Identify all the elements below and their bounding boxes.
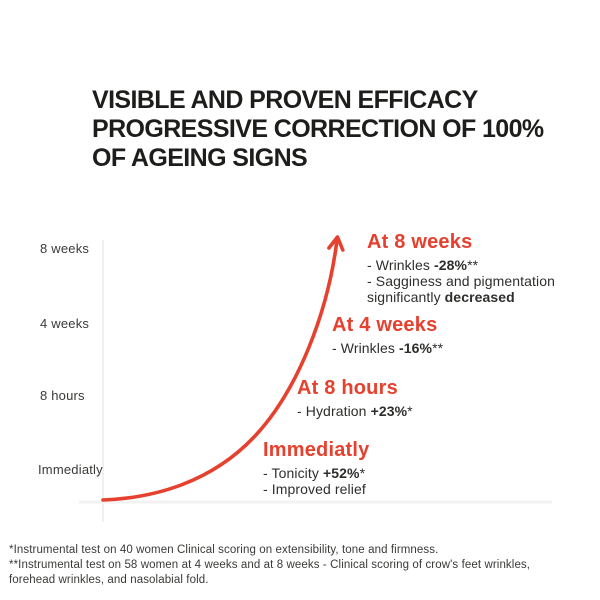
y-axis-label-8-weeks: 8 weeks [40,241,90,256]
y-axis-label-8-hours: 8 hours [40,388,85,403]
annotation-body: - Tonicity +52%* - Improved relief [263,465,369,497]
y-axis-label-4-weeks: 4 weeks [40,316,90,331]
footnote-1: *Instrumental test on 40 women Clinical … [9,544,439,556]
annotation-body: - Wrinkles -16%** [332,340,443,356]
annotation-4-weeks: At 4 weeks - Wrinkles -16%** [332,314,443,356]
footnotes: *Instrumental test on 40 women Clinical … [9,543,593,589]
page-title-line-2: PROGRESSIVE CORRECTION OF 100% [92,115,544,143]
annotation-8-weeks: At 8 weeks - Wrinkles -28%** - Sagginess … [367,231,555,305]
annotation-immediatly: Immediatly - Tonicity +52%* - Improved re… [263,439,369,497]
annotation-heading: At 8 weeks [367,231,473,253]
growth-curve [101,238,339,502]
annotation-heading: At 4 weeks [332,314,438,336]
annotation-line: - Wrinkles -28%** [367,257,479,273]
page-title: VISIBLE AND PROVEN EFFICACY PROGRESSIVE … [92,86,544,173]
page-title-line-3: OF AGEING SIGNS [92,144,308,172]
page-title-line-1: VISIBLE AND PROVEN EFFICACY [92,86,478,114]
footnote-2: **Instrumental test on 58 women at 4 wee… [9,559,531,572]
annotation-line: - Wrinkles -16%** [332,340,444,356]
annotation-line: - Tonicity +52%* [263,465,366,481]
annotation-body: - Wrinkles -28%** - Sagginess and pigment… [367,257,555,305]
arrow-head-icon [327,235,345,252]
annotation-line: - Sagginess and pigmentation [367,273,556,289]
annotation-line: - Hydration +23%* [297,403,413,419]
annotation-8-hours: At 8 hours - Hydration +23%* [297,377,413,419]
annotation-heading: At 8 hours [297,377,398,399]
footnote-3: forehead wrinkles, and nasolabial fold. [9,574,209,587]
annotation-line: significantly decreased [367,289,515,305]
annotation-heading: Immediatly [263,439,370,461]
y-axis-label-immediatly: Immediatly [38,462,103,477]
annotation-line: - Improved relief [263,481,366,497]
annotation-body: - Hydration +23%* [297,403,413,419]
